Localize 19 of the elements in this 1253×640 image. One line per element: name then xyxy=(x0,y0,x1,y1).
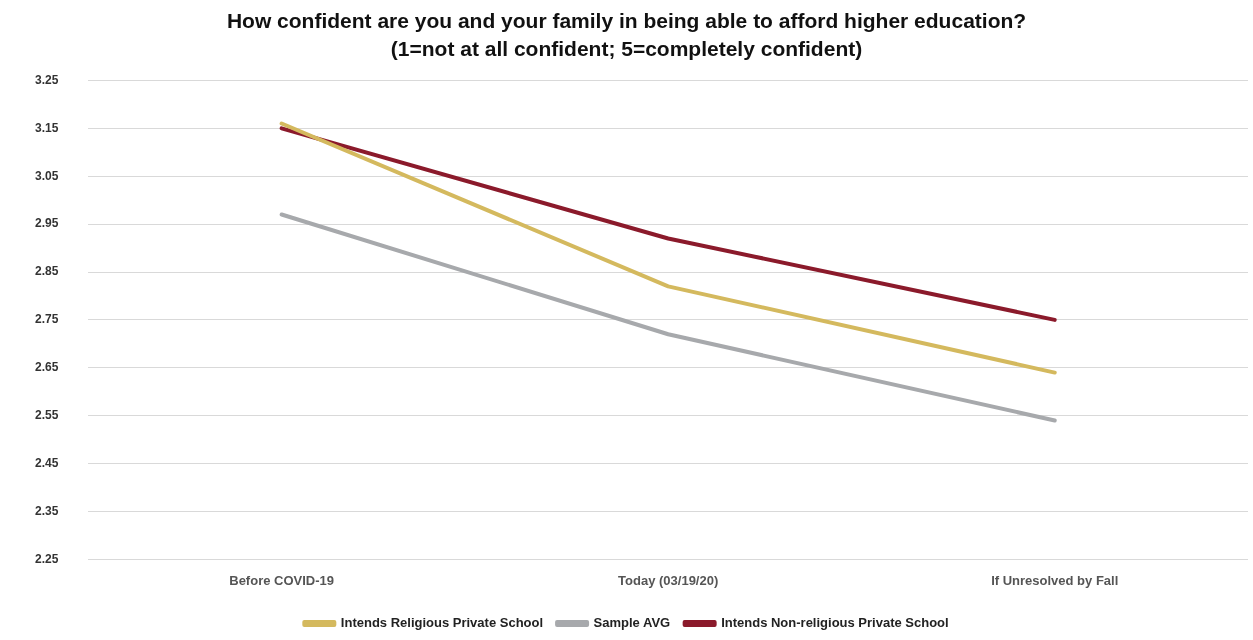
y-tick-label: 2.95 xyxy=(35,216,59,231)
y-tick-label: 3.25 xyxy=(35,72,59,87)
legend-label: Sample AVG xyxy=(593,615,671,631)
chart-title: How confident are you and your family in being able to afford higher education? xyxy=(226,9,1027,33)
x-tick-label: Today (03/19/20) xyxy=(618,572,719,588)
x-tick-label: Before COVID-19 xyxy=(229,572,334,588)
y-tick-label: 2.55 xyxy=(35,408,59,423)
legend-label: Intends Non-religious Private School xyxy=(721,615,949,631)
y-tick-label: 2.25 xyxy=(35,551,59,566)
y-tick-label: 3.05 xyxy=(35,168,59,183)
y-tick-label: 2.35 xyxy=(35,503,59,518)
y-tick-label: 2.85 xyxy=(35,264,59,279)
legend-label: Intends Religious Private School xyxy=(340,615,544,631)
y-tick-label: 3.15 xyxy=(35,120,59,135)
y-tick-label: 2.75 xyxy=(35,312,59,327)
chart-subtitle: (1=not at all confident; 5=completely confident) xyxy=(390,36,863,60)
x-tick-label: If Unresolved by Fall xyxy=(991,572,1119,588)
y-tick-label: 2.65 xyxy=(35,360,59,375)
y-tick-label: 2.45 xyxy=(35,455,59,470)
